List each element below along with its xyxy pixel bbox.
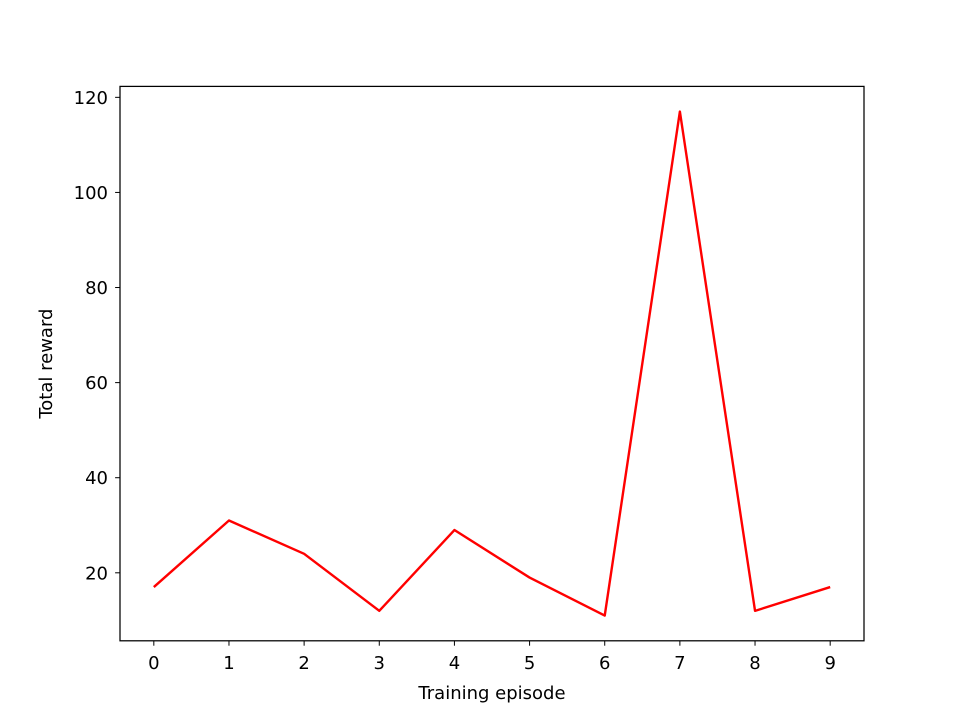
x-tick-label: 5 (524, 653, 535, 674)
plot-area (120, 86, 864, 641)
x-tick-label: 0 (148, 653, 159, 674)
x-tick-label: 9 (824, 653, 835, 674)
y-tick-label: 100 (74, 183, 108, 204)
plot-frame (119, 85, 865, 642)
x-axis-ticks: 0 1 2 3 4 5 6 7 8 9 (148, 640, 836, 674)
x-axis-label: Training episode (417, 683, 565, 704)
x-tick-label: 1 (223, 653, 234, 674)
x-tick-label: 7 (674, 653, 685, 674)
y-axis-label: Total reward (36, 309, 57, 420)
x-tick-label: 3 (374, 653, 385, 674)
series-lines (153, 110, 831, 617)
y-tick-label: 120 (74, 88, 108, 109)
x-tick-label: 8 (749, 653, 760, 674)
y-tick-label: 20 (85, 563, 108, 584)
y-tick-label: 80 (85, 278, 108, 299)
y-tick-label: 60 (85, 373, 108, 394)
y-axis-ticks: 20 40 60 80 100 120 (74, 88, 120, 584)
y-tick-label: 40 (85, 468, 108, 489)
series-line-0 (153, 110, 831, 617)
x-tick-label: 4 (449, 653, 460, 674)
x-tick-label: 6 (599, 653, 610, 674)
x-tick-label: 2 (298, 653, 309, 674)
